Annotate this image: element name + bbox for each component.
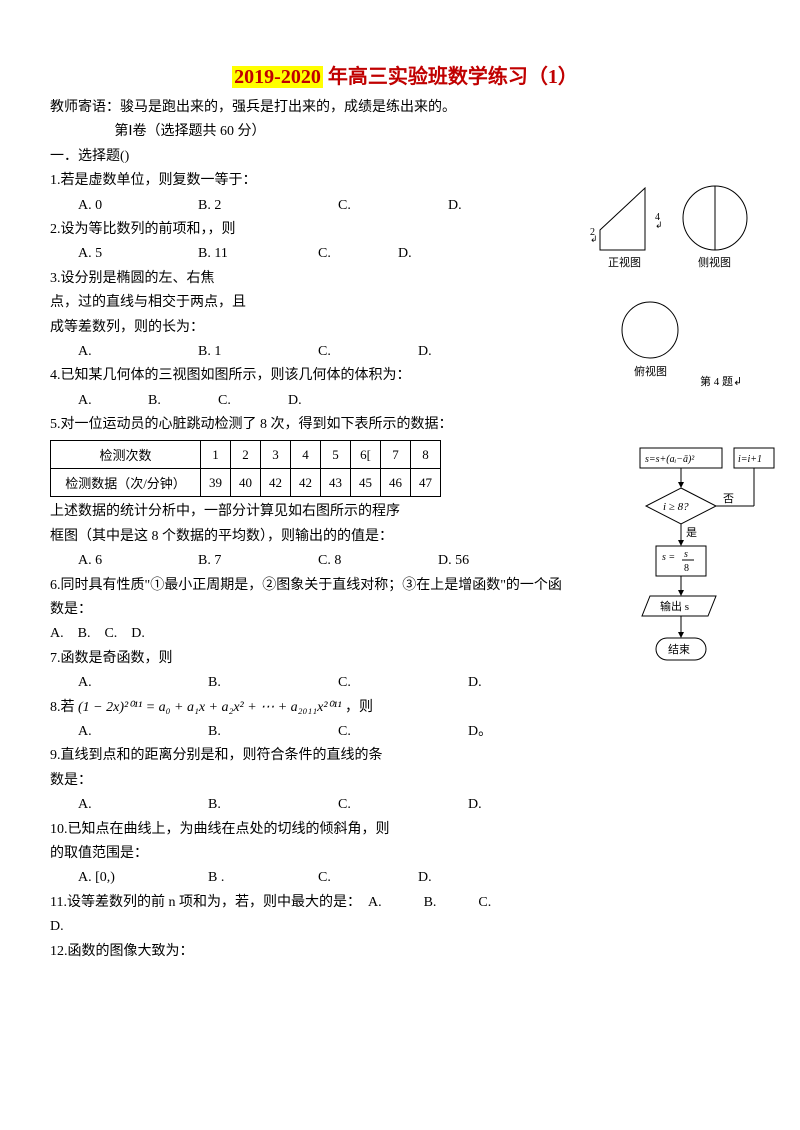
page-title: 2019-2020 年高三实验班数学练习（1）	[50, 60, 760, 89]
q7-b: B.	[208, 672, 338, 694]
q4-c: C.	[218, 390, 288, 412]
q1-b: B. 2	[198, 195, 338, 217]
flow-box2-num: s	[684, 549, 688, 560]
q3-c: C.	[318, 341, 418, 363]
q8-d: D。	[468, 721, 492, 743]
table-cell: 46	[381, 469, 411, 497]
q7-d: D.	[468, 672, 482, 694]
q4-d: D.	[288, 390, 302, 412]
q10-b: B .	[208, 867, 318, 889]
part-label: 第Ⅰ卷（选择题共 60 分）	[50, 121, 330, 143]
table-cell: 5	[321, 441, 351, 469]
q10-c: C.	[318, 867, 418, 889]
table-cell: 42	[291, 469, 321, 497]
table-row-label: 检测数据（次/分钟）	[51, 469, 201, 497]
q9-a: A.	[78, 794, 208, 816]
q10-d: D.	[418, 867, 432, 889]
q8-choices: A. B. C. D。	[50, 721, 760, 743]
q9-c: C.	[338, 794, 468, 816]
q4-a: A.	[78, 390, 148, 412]
table-cell: 47	[411, 469, 441, 497]
q5-d: D. 56	[438, 550, 469, 572]
q8-text: 8.若 (1 − 2x)²⁰¹¹ = a₀ + a₁x + a₂x² + ⋯ +…	[50, 697, 760, 719]
q1-c: C.	[338, 195, 448, 217]
q3-d: D.	[418, 341, 432, 363]
q4-b: B.	[148, 390, 218, 412]
q2-a: A. 5	[78, 243, 198, 265]
teacher-note: 教师寄语：骏马是跑出来的，强兵是打出来的，成绩是练出来的。	[50, 97, 760, 119]
q10-line1: 10.已知点在曲线上，为曲线在点处的切线的倾斜角，则	[50, 819, 760, 841]
q8-c: C.	[338, 721, 468, 743]
table-cell: 42	[261, 469, 291, 497]
flowchart-svg: s=s+(aᵢ−ā)² i=i+1 i ≥ 8? 否 是 s = s 8 输出 …	[638, 440, 778, 690]
table-header: 检测次数	[51, 441, 201, 469]
q1-d: D.	[448, 195, 462, 217]
q8-post: ，则	[345, 700, 373, 715]
q12-text: 12.函数的图像大致为：	[50, 941, 760, 963]
arrow-icon: ↲	[590, 234, 598, 244]
table-cell: 1	[201, 441, 231, 469]
q11-d: D.	[50, 916, 760, 938]
three-view-svg: 2 ↲ 4 ↲ 正视图 侧视图 俯视图 第 4 题↲	[590, 180, 770, 390]
label-top: 俯视图	[634, 364, 667, 378]
table-cell: 8	[411, 441, 441, 469]
q10-line2: 的取值范围是：	[50, 843, 760, 865]
q10-choices: A. [0,) B . C. D.	[50, 867, 760, 889]
table-cell: 45	[351, 469, 381, 497]
q9-line1: 9.直线到点和的距离分别是和，则符合条件的直线的条	[50, 745, 760, 767]
three-view-diagram: 2 ↲ 4 ↲ 正视图 侧视图 俯视图 第 4 题↲	[590, 180, 770, 390]
flow-no: 否	[723, 493, 734, 505]
q5-text: 5.对一位运动员的心脏跳动检测了 8 次，得到如下表所示的数据：	[50, 414, 760, 436]
flow-end: 结束	[668, 643, 690, 656]
flow-box1b: i=i+1	[738, 454, 762, 465]
q1-a: A. 0	[78, 195, 198, 217]
q7-c: C.	[338, 672, 468, 694]
table-cell: 4	[291, 441, 321, 469]
label-front: 正视图	[608, 255, 641, 269]
q2-b: B. 11	[198, 243, 318, 265]
q3-a: A.	[78, 341, 198, 363]
q10-a: A. [0,)	[78, 867, 208, 889]
table-row: 检测次数 1 2 3 4 5 6[ 7 8	[51, 441, 441, 469]
title-rest: 年高三实验班数学练习（1）	[323, 66, 578, 88]
flowchart-diagram: s=s+(aᵢ−ā)² i=i+1 i ≥ 8? 否 是 s = s 8 输出 …	[638, 440, 778, 690]
flow-out: 输出 s	[660, 599, 689, 613]
title-highlight: 2019-2020	[232, 66, 323, 88]
table-cell: 7	[381, 441, 411, 469]
q5-b: B. 7	[198, 550, 318, 572]
flow-yes: 是	[686, 526, 697, 539]
label-side: 侧视图	[698, 255, 731, 269]
q2-c: C.	[318, 243, 398, 265]
q4-caption: 第 4 题↲	[700, 374, 742, 388]
q7-a: A.	[78, 672, 208, 694]
q9-line2: 数是：	[50, 770, 760, 792]
q5-table: 检测次数 1 2 3 4 5 6[ 7 8 检测数据（次/分钟） 39 40 4…	[50, 440, 441, 497]
q9-b: B.	[208, 794, 338, 816]
table-cell: 39	[201, 469, 231, 497]
q8-a: A.	[78, 721, 208, 743]
q5-a: A. 6	[78, 550, 198, 572]
flow-box1a: s=s+(aᵢ−ā)²	[645, 454, 695, 465]
q5-c: C. 8	[318, 550, 438, 572]
section-1-heading: 一．选择题()	[50, 146, 760, 168]
q8-formula: (1 − 2x)²⁰¹¹ = a₀ + a₁x + a₂x² + ⋯ + a₂₀…	[78, 700, 342, 715]
q11-text: 11.设等差数列的前 n 项和为，若，则中最大的是： A. B. C.	[50, 892, 760, 914]
flow-box2-den: 8	[684, 563, 689, 574]
q9-d: D.	[468, 794, 482, 816]
table-cell: 2	[231, 441, 261, 469]
flow-box2-top: s =	[662, 552, 675, 563]
flow-cond: i ≥ 8?	[663, 501, 689, 513]
q3-b: B. 1	[198, 341, 318, 363]
table-cell: 6[	[351, 441, 381, 469]
table-cell: 40	[231, 469, 261, 497]
table-row: 检测数据（次/分钟） 39 40 42 42 43 45 46 47	[51, 469, 441, 497]
q8-b: B.	[208, 721, 338, 743]
q9-choices: A. B. C. D.	[50, 794, 760, 816]
q2-d: D.	[398, 243, 412, 265]
table-cell: 43	[321, 469, 351, 497]
arrow-icon: ↲	[655, 220, 663, 230]
table-cell: 3	[261, 441, 291, 469]
q4-choices: A. B. C. D.	[50, 390, 760, 412]
q8-pre: 8.若	[50, 700, 75, 715]
